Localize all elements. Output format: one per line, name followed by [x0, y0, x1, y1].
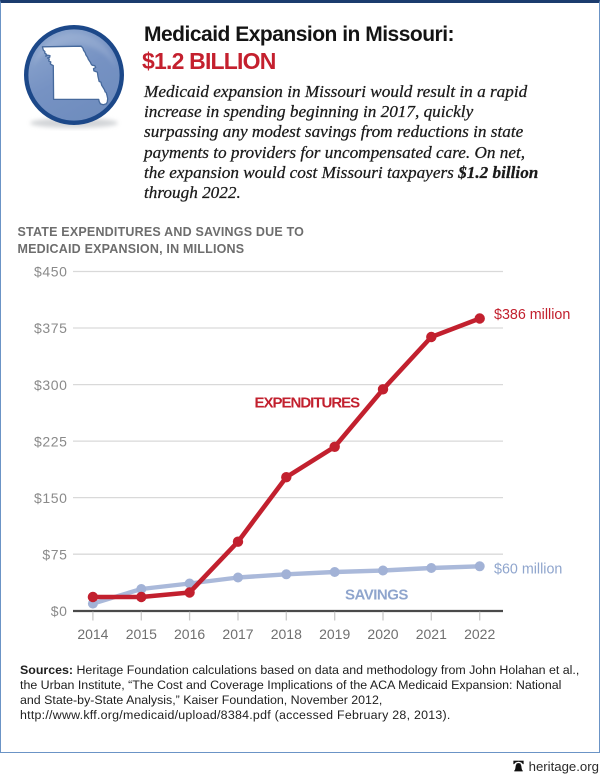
- svg-text:$60 million: $60 million: [494, 561, 562, 577]
- svg-text:$386 million: $386 million: [494, 307, 570, 323]
- svg-text:2020: 2020: [367, 626, 398, 642]
- svg-text:$150: $150: [34, 490, 68, 506]
- svg-text:2016: 2016: [174, 626, 205, 642]
- svg-text:$225: $225: [34, 433, 68, 449]
- svg-text:$0: $0: [51, 603, 68, 619]
- svg-text:EXPENDITURES: EXPENDITURES: [255, 394, 361, 411]
- svg-text:2022: 2022: [464, 626, 495, 642]
- svg-text:2017: 2017: [222, 626, 253, 642]
- svg-text:$300: $300: [34, 377, 68, 393]
- svg-text:$375: $375: [34, 320, 68, 336]
- svg-text:2015: 2015: [126, 626, 157, 642]
- svg-text:2018: 2018: [271, 626, 302, 642]
- svg-text:2019: 2019: [319, 626, 350, 642]
- svg-text:$75: $75: [42, 546, 67, 562]
- svg-text:2021: 2021: [416, 626, 447, 642]
- svg-text:2014: 2014: [77, 626, 108, 642]
- svg-text:$450: $450: [34, 264, 68, 280]
- svg-text:SAVINGS: SAVINGS: [345, 587, 408, 604]
